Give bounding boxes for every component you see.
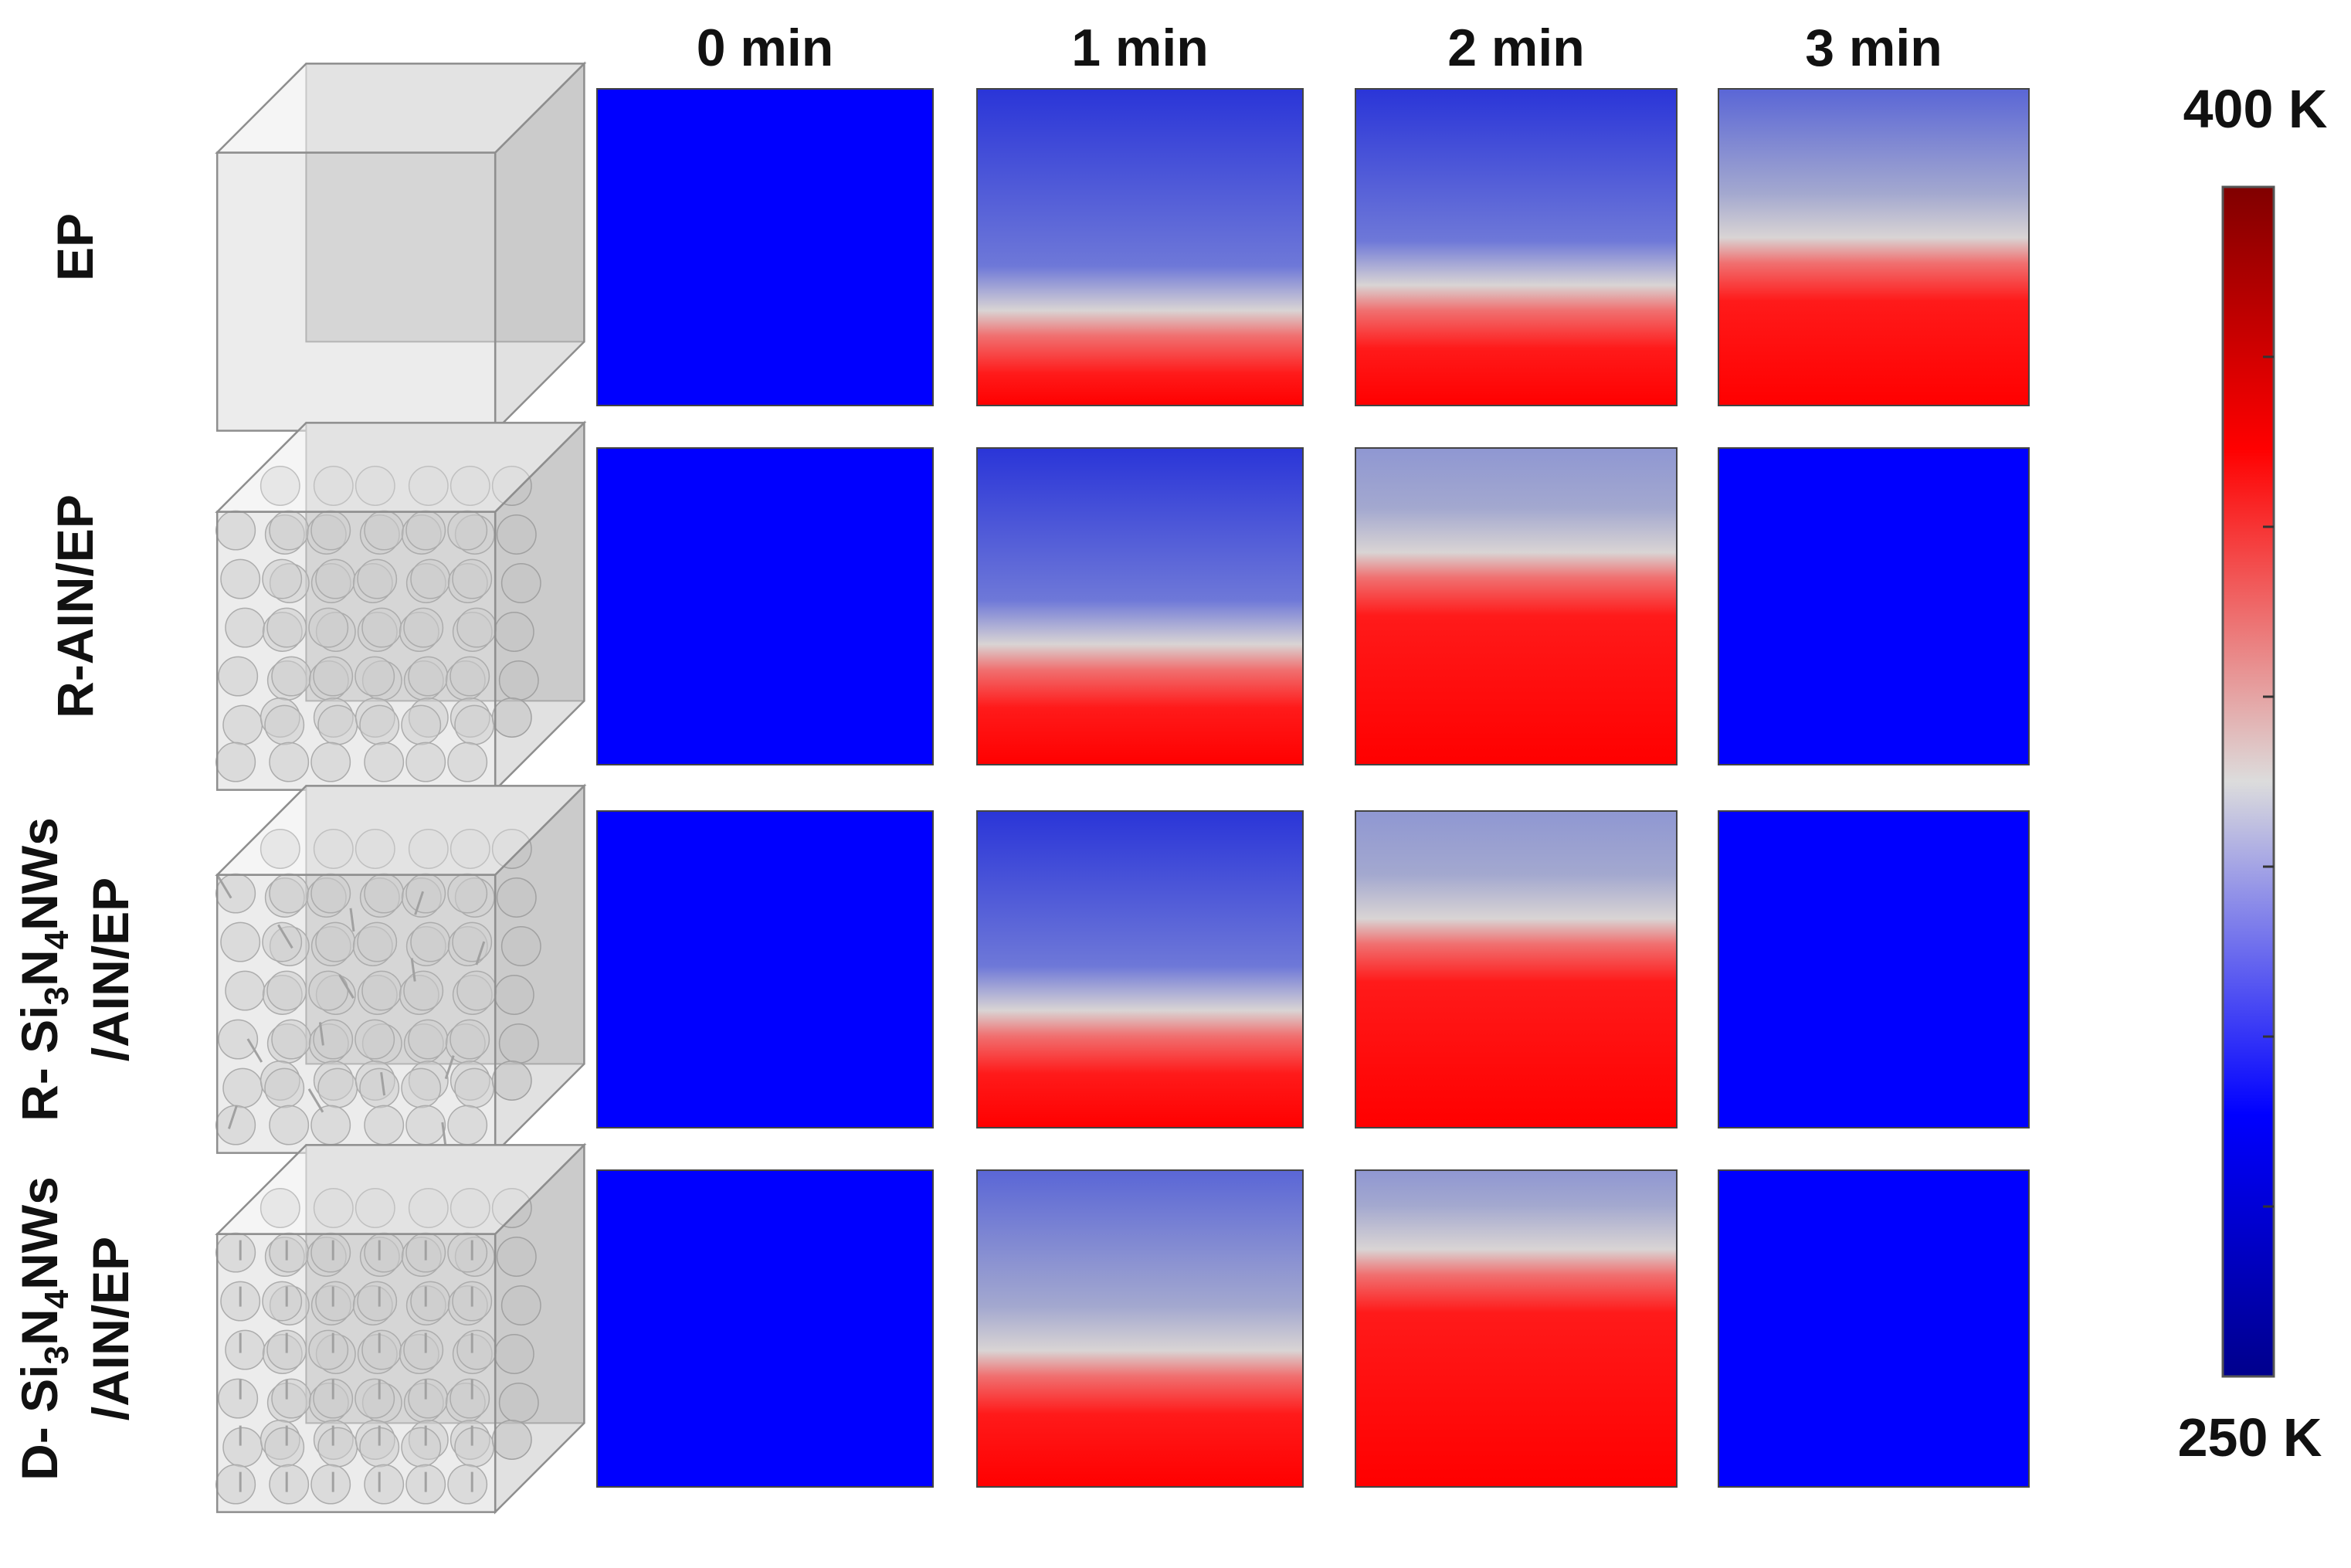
temperature-colorbar: 400 K 250 K <box>2178 79 2328 1468</box>
model-cube-r-ain-ep <box>215 420 587 792</box>
model-illustrations <box>215 61 587 1515</box>
subscript: 3 <box>38 986 76 1005</box>
temperature-panel <box>1718 810 2030 1128</box>
subscript: 4 <box>38 930 76 949</box>
temperature-panel <box>976 88 1304 406</box>
time-label: 1 min <box>1071 19 1209 77</box>
temperature-panels <box>596 88 2030 1488</box>
row-label-line: R-AIN/EP <box>46 494 103 718</box>
label-text: NWs <box>11 1176 68 1290</box>
label-text: N <box>11 1308 68 1346</box>
temperature-panel <box>1355 1169 1678 1488</box>
temperature-panel <box>1355 810 1678 1128</box>
temperature-panel <box>1718 88 2030 406</box>
temperature-panel <box>596 88 934 406</box>
colorbar-gradient <box>2221 185 2275 1378</box>
temperature-panel <box>1718 1169 2030 1488</box>
row-label-line: /AIN/EP <box>82 877 139 1061</box>
temperature-panel <box>1355 88 1678 406</box>
time-label: 2 min <box>1447 19 1585 77</box>
label-text: N <box>11 949 68 986</box>
label-text: NWs <box>11 817 68 931</box>
model-cube-d-si3n4nws-ain-ep <box>215 1142 587 1515</box>
label-text: /AIN/EP <box>82 877 139 1061</box>
temperature-panel <box>976 810 1304 1128</box>
colorbar-ticks <box>2263 355 2274 1208</box>
subscript: 4 <box>38 1289 76 1308</box>
subscript: 3 <box>38 1346 76 1364</box>
row-label-line: /AIN/EP <box>82 1237 139 1420</box>
model-cube-ep <box>215 61 587 433</box>
colorbar-max-label: 400 K <box>2183 79 2328 139</box>
label-text: D- Si <box>11 1364 68 1480</box>
time-label: 3 min <box>1805 19 1942 77</box>
temperature-panel <box>1355 447 1678 765</box>
row-label-line: D- Si3N4NWs <box>11 1176 76 1481</box>
model-cube-r-si3n4nws-ain-ep <box>215 783 587 1156</box>
row-label-line: EP <box>46 213 103 281</box>
time-column-headers: 0 min 1 min 2 min 3 min <box>697 19 1942 77</box>
temperature-panel <box>976 447 1304 765</box>
label-text: EP <box>46 213 103 281</box>
temperature-panel <box>976 1169 1304 1488</box>
row-label-line: R- Si3N4NWs <box>11 817 76 1122</box>
temperature-panel <box>596 810 934 1128</box>
temperature-panel <box>596 447 934 765</box>
label-text: R-AIN/EP <box>46 494 103 718</box>
label-text: R- Si <box>11 1005 68 1121</box>
temperature-panel <box>1718 447 2030 765</box>
row-labels: EPR-AIN/EPR- Si3N4NWs/AIN/EPD- Si3N4NWs/… <box>11 213 139 1481</box>
time-label: 0 min <box>697 19 834 77</box>
colorbar-min-label: 250 K <box>2178 1407 2322 1468</box>
temperature-panel <box>596 1169 934 1488</box>
label-text: /AIN/EP <box>82 1237 139 1420</box>
